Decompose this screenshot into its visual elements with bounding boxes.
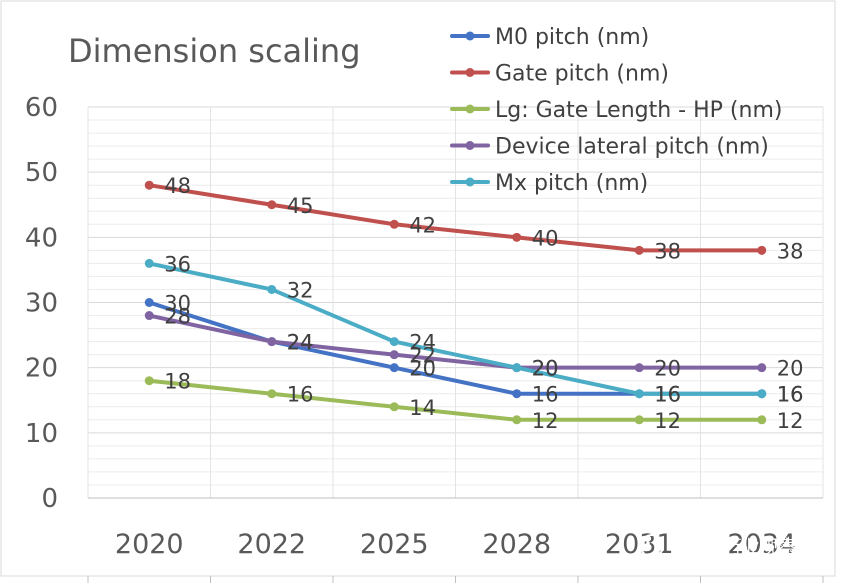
y-tick-label: 30 <box>25 289 58 319</box>
data-point <box>267 389 277 399</box>
chart-border <box>0 0 836 577</box>
legend-label: M0 pitch (nm) <box>495 25 649 50</box>
data-label: 20 <box>777 357 804 381</box>
x-tick-label: 2025 <box>360 529 429 560</box>
data-label: 16 <box>287 383 314 407</box>
data-label: 16 <box>532 383 559 407</box>
y-tick-label: 50 <box>25 158 58 188</box>
data-point <box>634 415 644 425</box>
legend: M0 pitch (nm) Gate pitch (nm) Lg: Gate Len… <box>450 25 782 196</box>
data-point <box>144 298 154 307</box>
data-label: 16 <box>654 383 681 407</box>
data-label: 24 <box>287 331 314 355</box>
data-point <box>144 180 154 190</box>
legend-label: Lg: Gate Length - HP (nm) <box>495 98 782 123</box>
data-point <box>512 363 522 373</box>
data-label: 24 <box>287 331 314 355</box>
data-point <box>512 232 522 242</box>
y-tick-label: 20 <box>25 354 58 384</box>
data-point <box>267 337 277 347</box>
series-line <box>147 378 764 422</box>
data-label: 16 <box>777 383 804 407</box>
data-label: 20 <box>532 357 559 381</box>
data-point <box>389 337 399 347</box>
data-label: 28 <box>164 305 191 329</box>
data-point <box>389 402 399 412</box>
legend-label: Mx pitch (nm) <box>495 171 648 196</box>
watermark: 半导体行业观察 <box>640 534 796 558</box>
data-label: 48 <box>164 174 191 198</box>
watermark-text: 半导体行业观察 <box>670 537 796 558</box>
data-label: 38 <box>777 239 804 263</box>
legend-label: Gate pitch (nm) <box>495 62 669 87</box>
legend-marker <box>465 68 475 77</box>
data-point <box>144 311 154 321</box>
data-label: 22 <box>409 344 436 368</box>
data-point <box>757 389 767 399</box>
y-tick-label: 0 <box>41 484 58 514</box>
data-label: 45 <box>287 194 314 218</box>
x-tick-label: 2022 <box>237 529 306 560</box>
legend-label: Device lateral pitch (nm) <box>495 135 769 160</box>
data-label: 42 <box>409 213 436 237</box>
data-label: 20 <box>654 357 681 381</box>
data-point <box>389 219 399 229</box>
data-label: 20 <box>409 357 436 381</box>
data-label: 16 <box>654 383 681 407</box>
data-point <box>757 415 767 425</box>
legend-marker <box>465 177 475 187</box>
x-tick-label: 2020 <box>115 529 184 560</box>
series-line <box>147 313 764 370</box>
series-line <box>147 261 764 396</box>
data-point <box>634 389 644 399</box>
legend-marker <box>465 104 475 114</box>
x-tick-label: 2028 <box>482 529 551 560</box>
wechat-icon <box>640 534 664 558</box>
legend-marker <box>465 141 475 150</box>
y-tick-label: 60 <box>25 93 58 123</box>
data-label: 36 <box>164 252 191 276</box>
data-point <box>267 200 277 210</box>
data-point <box>144 376 154 386</box>
data-label: 20 <box>532 357 559 381</box>
data-label: 38 <box>654 239 681 263</box>
data-label: 12 <box>777 409 804 433</box>
data-point <box>512 389 522 399</box>
legend-marker <box>465 31 475 41</box>
data-point <box>389 350 399 360</box>
gridlines <box>87 106 824 499</box>
series-lines <box>144 180 767 425</box>
data-label: 18 <box>164 370 191 394</box>
y-tick-label: 10 <box>25 419 58 449</box>
series-line <box>147 183 764 253</box>
y-tick-label: 40 <box>25 223 58 253</box>
data-label: 32 <box>287 278 314 302</box>
data-point <box>634 245 644 255</box>
chart-title: Dimension scaling <box>68 32 361 70</box>
data-label: 12 <box>532 409 559 433</box>
data-label: 40 <box>532 226 559 250</box>
x-tick-label: 2034 <box>727 529 796 560</box>
data-point <box>144 258 154 268</box>
data-label: 16 <box>777 383 804 407</box>
data-label: 12 <box>654 409 681 433</box>
data-point <box>267 284 277 294</box>
data-point <box>757 245 767 255</box>
data-point <box>757 363 767 373</box>
data-point <box>634 363 644 373</box>
data-label: 30 <box>164 292 191 316</box>
data-point <box>389 363 399 373</box>
data-label: 24 <box>409 331 436 355</box>
data-label: 14 <box>409 396 436 420</box>
data-point <box>512 415 522 425</box>
